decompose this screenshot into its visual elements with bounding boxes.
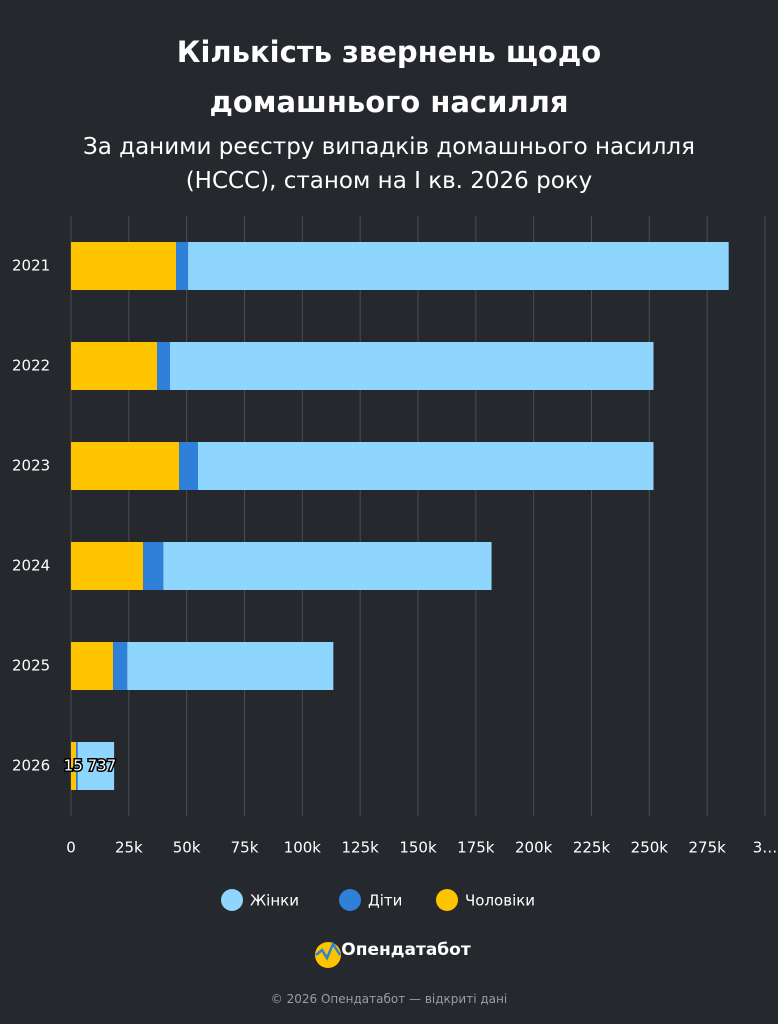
- bar-segment: [71, 742, 77, 790]
- x-tick-label: 100k: [284, 839, 322, 857]
- x-tick-label: 50k: [173, 839, 201, 857]
- x-tick-label: 150k: [399, 839, 437, 857]
- chart-title: Кількість звернень щодо домашнього насил…: [176, 35, 602, 119]
- x-tick-label: 3…: [753, 839, 778, 857]
- y-tick-label: 2021: [12, 257, 50, 275]
- footer: © 2026 Опендатабот — відкриті дані: [270, 992, 508, 1006]
- chart-subtitle: За даними реєстру випадків домашнього на…: [83, 134, 695, 194]
- x-tick-label: 250k: [631, 839, 669, 857]
- y-tick-label: 2023: [12, 457, 50, 475]
- bar-segment: [71, 542, 144, 590]
- bar-segment: [198, 442, 654, 490]
- y-tick-label: 2024: [12, 557, 50, 575]
- y-tick-label: 2022: [12, 357, 50, 375]
- bar-segment: [71, 242, 177, 290]
- bar-segment: [127, 642, 334, 690]
- bar-segment: [71, 642, 114, 690]
- bar-segment: [76, 742, 78, 790]
- bar-segment: [71, 342, 158, 390]
- bar-segment: [157, 342, 171, 390]
- legend-marker: [339, 889, 361, 911]
- bar-segment: [170, 342, 654, 390]
- x-tick-label: 75k: [231, 839, 259, 857]
- legend-label: Чоловіки: [465, 892, 535, 910]
- legend-marker: [221, 889, 243, 911]
- legend-label: Жінки: [250, 892, 299, 910]
- x-tick-label: 200k: [515, 839, 553, 857]
- x-tick-label: 125k: [342, 839, 380, 857]
- y-tick-label: 2026: [12, 757, 50, 775]
- bar-segment: [188, 242, 729, 290]
- data-label: 15 737: [64, 757, 117, 775]
- x-tick-label: 175k: [457, 839, 495, 857]
- legend-label: Діти: [368, 892, 402, 910]
- bar-segment: [143, 542, 164, 590]
- bar-segment: [179, 442, 199, 490]
- bar-segment: [71, 442, 180, 490]
- bar-segment: [163, 542, 492, 590]
- x-tick-label: 225k: [573, 839, 611, 857]
- brand-name: Опендатабот: [341, 940, 471, 960]
- bar-segment: [77, 742, 115, 790]
- x-tick-label: 275k: [689, 839, 727, 857]
- y-tick-label: 2025: [12, 657, 50, 675]
- bar-segment: [113, 642, 128, 690]
- x-tick-label: 25k: [115, 839, 143, 857]
- legend-marker: [436, 889, 458, 911]
- brand-logo-mark: [315, 941, 342, 961]
- bar-segment: [176, 242, 189, 290]
- brand: Опендатабот: [0, 940, 778, 960]
- x-tick-label: 0: [66, 839, 76, 857]
